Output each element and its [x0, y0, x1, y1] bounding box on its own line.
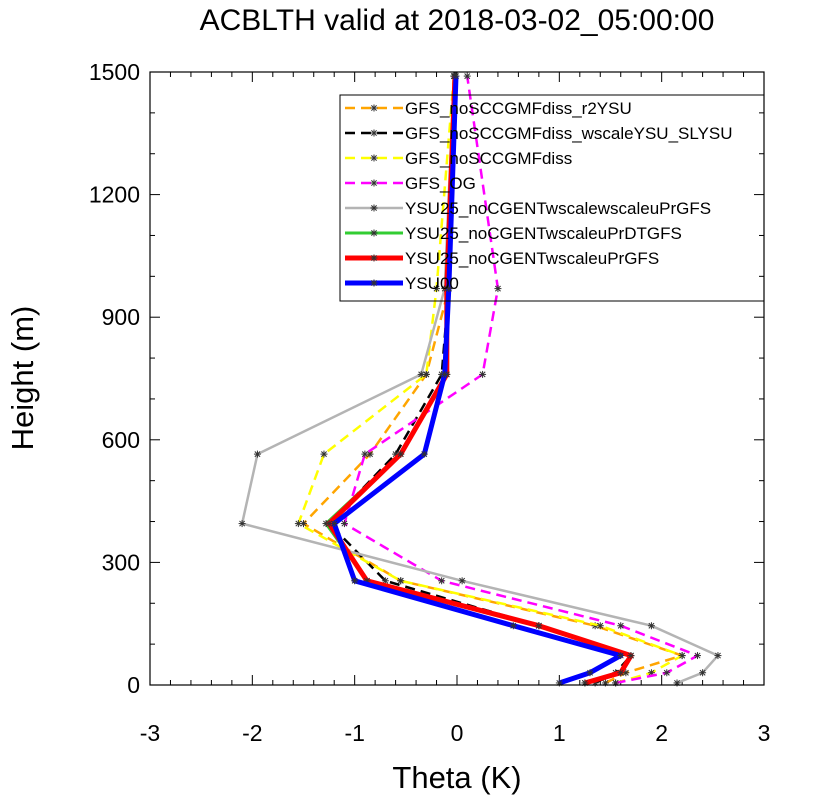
y-tick-label: 1500 [89, 59, 140, 85]
data-point [699, 669, 707, 677]
legend-marker [370, 129, 378, 137]
x-tick-label: 1 [553, 720, 566, 746]
x-tick-label: 2 [655, 720, 668, 746]
data-point [361, 450, 369, 458]
legend-marker [370, 179, 378, 187]
series-line [331, 76, 624, 686]
data-point [479, 370, 487, 378]
legend-marker [370, 104, 378, 112]
data-point [445, 285, 453, 293]
legend-label: YSU25_noCGENTwscaleuPrDTGFS [405, 224, 682, 243]
series-7 [330, 72, 625, 687]
data-point [693, 652, 701, 660]
data-point [596, 622, 604, 630]
data-point [714, 652, 722, 660]
data-point [433, 285, 441, 293]
y-tick-label: 300 [102, 549, 140, 575]
data-point [463, 72, 471, 80]
legend-item: YSU25_noCGENTwscaleuPrGFS [345, 249, 659, 268]
legend-marker [370, 154, 378, 162]
legend: GFS_noSCCGMFdiss_r2YSU GFS_noSCCGMFdiss_w… [339, 94, 765, 302]
y-tick-label: 600 [102, 427, 140, 453]
data-point [441, 370, 449, 378]
x-tick-label: -3 [140, 720, 160, 746]
data-point [458, 577, 466, 585]
legend-item: GFS_noSCCGMFdiss [345, 149, 572, 168]
data-point [420, 450, 428, 458]
data-point [663, 669, 671, 677]
data-point [452, 72, 460, 80]
data-point [678, 652, 686, 660]
y-tick-label: 0 [127, 672, 140, 698]
data-point [397, 450, 405, 458]
series-line [343, 75, 699, 685]
legend-item: YSU00 [345, 274, 459, 293]
x-axis-title: Theta (K) [392, 760, 521, 795]
y-tick-label: 900 [102, 304, 140, 330]
data-point [617, 652, 625, 660]
legend-label: GFS_noSCCGMFdiss_r2YSU [405, 99, 632, 118]
data-point [397, 577, 405, 585]
legend-label: GFS_noSCCGMFdiss [405, 149, 572, 168]
legend-label: YSU25_noCGENTwscalewscaleuPrGFS [405, 199, 711, 218]
data-point [238, 520, 246, 528]
data-point [330, 520, 338, 528]
legend-label: GFS_OG [405, 174, 476, 193]
data-point [627, 652, 635, 660]
data-point [586, 669, 594, 677]
legend-label: GFS_noSCCGMFdiss_wscaleYSU_SLYSU [405, 124, 733, 143]
data-point [294, 520, 302, 528]
legend-item: GFS_noSCCGMFdiss_wscaleYSU_SLYSU [345, 124, 733, 143]
data-point [417, 370, 425, 378]
plot-frame [149, 71, 765, 686]
data-point [253, 450, 261, 458]
legend-item: GFS_OG [345, 174, 476, 193]
series-layer [238, 72, 722, 687]
x-tick-label: 3 [758, 720, 771, 746]
data-point [535, 622, 543, 630]
data-point [351, 577, 359, 585]
x-tick-label: -1 [344, 720, 364, 746]
tick-labels: -3 -2 -1 0 1 2 3 0 300 600 900 1200 1500 [89, 59, 771, 746]
y-axis-title: Height (m) [5, 306, 40, 451]
legend-label: YSU00 [405, 274, 459, 293]
legend-label: YSU25_noCGENTwscaleuPrGFS [405, 249, 659, 268]
y-tick-label: 1200 [89, 182, 140, 208]
chart-title: ACBLTH valid at 2018-03-02_05:00:00 [200, 4, 715, 37]
data-point [320, 450, 328, 458]
legend-item: GFS_noSCCGMFdiss_r2YSU [345, 99, 632, 118]
data-point [617, 622, 625, 630]
series-line [240, 76, 720, 685]
legend-marker [370, 229, 378, 237]
x-tick-label: -2 [242, 720, 262, 746]
data-point [340, 520, 348, 528]
legend-marker [370, 204, 378, 212]
data-point [494, 285, 502, 293]
legend-marker [370, 254, 378, 262]
legend-item: YSU25_noCGENTwscalewscaleuPrGFS [345, 199, 711, 218]
data-point [438, 577, 446, 585]
x-tick-label: 0 [451, 720, 464, 746]
data-point [617, 669, 625, 677]
data-point [647, 622, 655, 630]
series-line [302, 76, 684, 685]
legend-marker [370, 279, 378, 287]
legend-frame [339, 94, 765, 302]
data-point [509, 622, 517, 630]
legend-item: YSU25_noCGENTwscaleuPrDTGFS [345, 224, 682, 243]
